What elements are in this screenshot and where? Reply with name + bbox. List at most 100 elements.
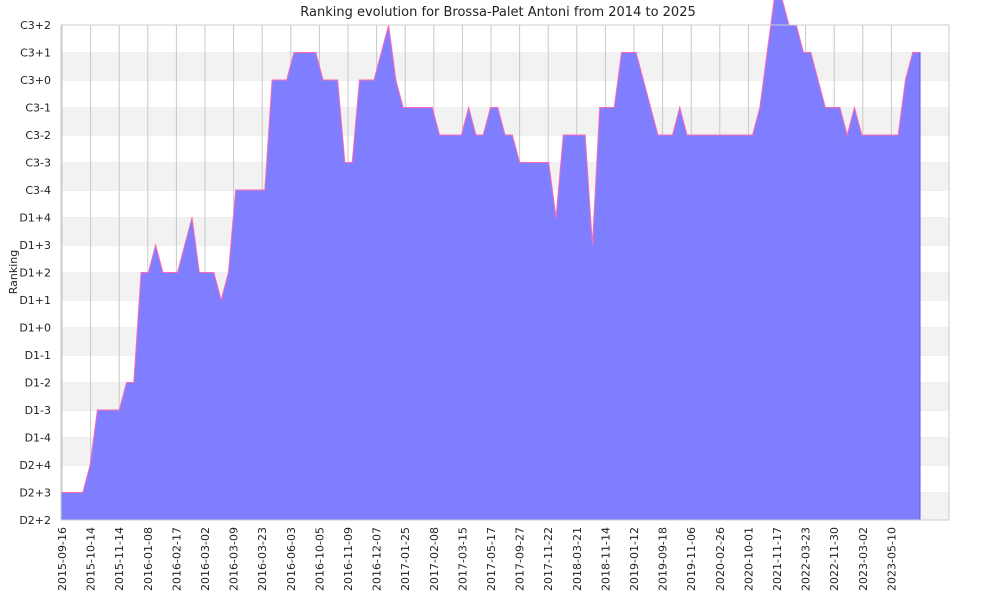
data-point [577, 134, 579, 136]
x-tick-label: 2015-10-14 [85, 527, 98, 591]
data-point [380, 51, 382, 54]
data-point [628, 51, 630, 54]
data-point [82, 491, 84, 494]
data-point [846, 134, 848, 136]
data-point [533, 161, 535, 164]
data-point [402, 106, 404, 109]
data-point [679, 106, 681, 109]
data-point [140, 271, 142, 274]
data-point [111, 409, 113, 411]
data-point [184, 244, 186, 246]
data-point [540, 161, 543, 164]
data-point [286, 79, 288, 81]
data-point [599, 106, 601, 109]
y-tick-labels: D2+2 D2+3 D2+4 D1-4 D1-3 D1-2 D1-1 D1+0 D1+1 D1+2… [19, 19, 51, 527]
data-point [569, 134, 572, 136]
data-point [227, 271, 230, 274]
data-point [730, 134, 732, 136]
x-tick-label: 2016-03-09 [228, 527, 241, 591]
x-tick-label: 2021-11-17 [771, 527, 784, 591]
data-point [468, 106, 470, 109]
x-tick-label: 2017-11-22 [542, 527, 555, 591]
data-point [475, 134, 477, 136]
y-tick-label: C3-2 [25, 129, 51, 142]
data-point [329, 79, 331, 81]
data-point [373, 79, 375, 81]
data-point [715, 134, 717, 136]
data-point [198, 271, 200, 274]
series-area [61, 0, 920, 520]
data-point [417, 106, 419, 109]
data-point [489, 106, 492, 109]
data-point [868, 134, 870, 136]
data-point [169, 271, 171, 274]
data-point [344, 161, 346, 164]
data-point [832, 106, 834, 109]
data-point [147, 271, 149, 274]
x-tick-label: 2017-03-15 [456, 527, 469, 591]
x-tick-label: 2019-01-12 [628, 527, 641, 591]
data-point [249, 189, 251, 191]
data-point [271, 79, 273, 81]
data-point [504, 134, 506, 136]
data-point [519, 161, 521, 164]
data-point [293, 51, 295, 54]
data-point [482, 134, 484, 136]
y-tick-label: D2+3 [19, 487, 51, 500]
y-tick-label: D1-3 [25, 404, 51, 417]
data-point [904, 79, 907, 81]
y-axis-label: Ranking [7, 250, 20, 295]
data-point [701, 134, 703, 136]
data-point [613, 106, 615, 109]
data-point [67, 491, 69, 494]
data-point [650, 106, 652, 109]
data-point [744, 134, 746, 136]
data-point [620, 51, 623, 54]
data-point [74, 491, 77, 494]
y-tick-label: D1-2 [25, 377, 51, 390]
x-tick-label: 2016-06-03 [285, 527, 298, 591]
data-point [438, 134, 441, 136]
x-tick-label: 2019-09-18 [657, 527, 670, 591]
data-point [133, 381, 135, 384]
data-point [584, 134, 586, 136]
x-tick-label: 2015-11-14 [113, 527, 126, 591]
y-tick-label: D2+2 [19, 514, 51, 527]
data-point [242, 189, 244, 191]
data-point [810, 51, 812, 54]
data-point [657, 134, 659, 136]
data-point [358, 79, 361, 81]
data-point [912, 51, 914, 54]
data-point [125, 381, 128, 384]
y-tick-label: D1+2 [19, 267, 51, 280]
x-tick-label: 2015-09-16 [56, 527, 69, 591]
data-point [635, 51, 637, 54]
x-tick-label: 2016-12-07 [371, 527, 384, 591]
data-point [235, 189, 237, 191]
data-point [315, 51, 317, 54]
x-tick-label: 2017-01-25 [399, 527, 412, 591]
data-point [460, 134, 462, 136]
data-point [497, 106, 499, 109]
data-point [890, 134, 892, 136]
data-point [861, 134, 863, 136]
data-point [256, 189, 259, 191]
data-point [766, 51, 768, 54]
x-tick-label: 2016-10-05 [313, 527, 326, 591]
plot-border [60, 24, 950, 521]
data-point [664, 134, 666, 136]
x-tick-label: 2022-11-30 [828, 527, 841, 591]
data-point [708, 134, 710, 136]
data-point [307, 51, 310, 54]
x-tick-label: 2016-01-08 [142, 527, 155, 591]
x-tick-label: 2022-03-23 [800, 527, 813, 591]
x-tick-label: 2019-11-06 [685, 527, 698, 591]
data-point [278, 79, 280, 81]
data-point [591, 244, 594, 246]
data-point [839, 106, 841, 109]
data-point [213, 271, 215, 274]
y-tick-label: D2+4 [19, 459, 51, 472]
data-point [424, 106, 426, 109]
y-tick-label: D1-4 [25, 432, 51, 445]
